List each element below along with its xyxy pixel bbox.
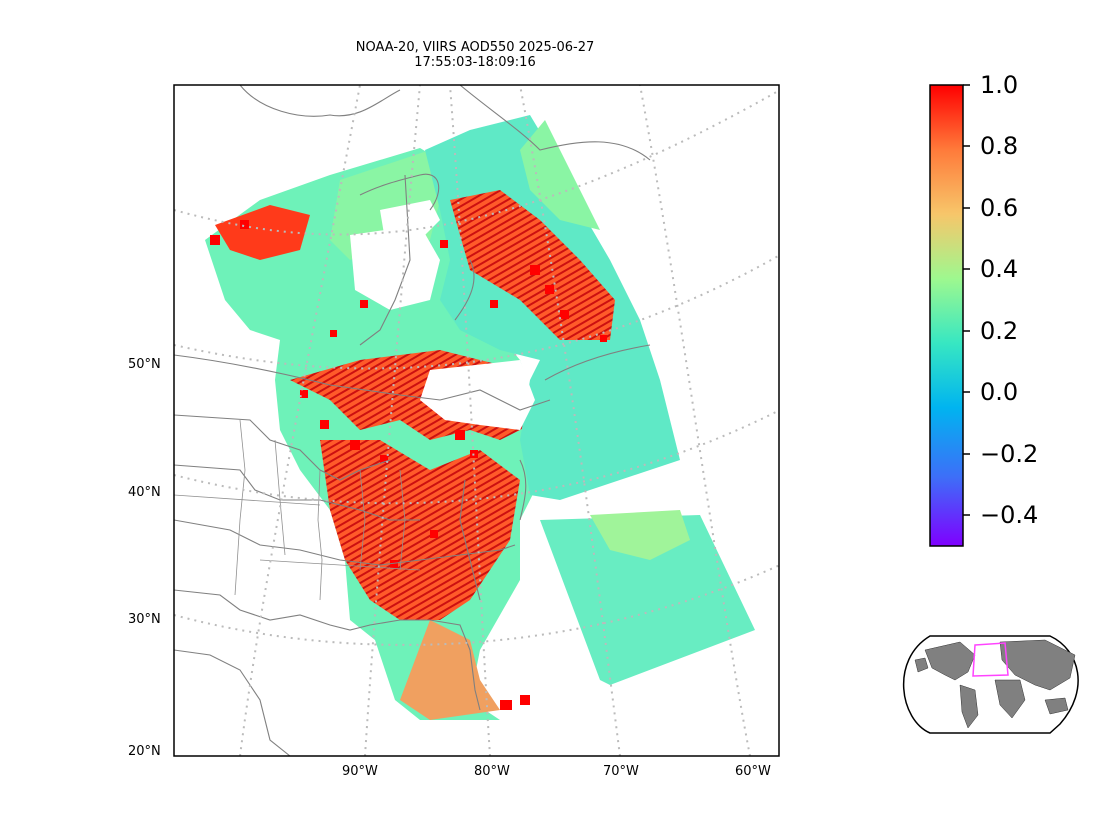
title-line-1: NOAA-20, VIIRS AOD550 2025-06-27	[355, 40, 595, 55]
colorbar-label-0.2: 0.2	[980, 317, 1019, 345]
title-line-2: 17:55:03-18:09:16	[414, 55, 536, 70]
lon-label-60w: 60°W	[735, 764, 771, 779]
colorbar-label-0.6: 0.6	[980, 194, 1019, 222]
colorbar-label-neg0.2: −0.2	[980, 440, 1039, 468]
state-borders	[174, 419, 421, 601]
colorbar-label-0.8: 0.8	[980, 132, 1019, 160]
colorbar-ticks	[963, 84, 970, 516]
plot-title: NOAA-20, VIIRS AOD550 2025-06-27 17:55:0…	[170, 40, 780, 70]
inset-globe	[903, 635, 1079, 734]
map-frame	[173, 84, 780, 757]
gridlines	[174, 85, 779, 756]
colorbar-label-0.4: 0.4	[980, 255, 1019, 283]
lat-label-30n: 30°N	[128, 612, 161, 627]
lat-label-50n: 50°N	[128, 357, 161, 372]
lat-label-40n: 40°N	[128, 485, 161, 500]
aod-hotspots	[210, 220, 607, 710]
coastlines	[174, 85, 651, 756]
no-data-gaps	[350, 200, 535, 430]
map-area	[174, 85, 779, 756]
lon-label-80w: 80°W	[474, 764, 510, 779]
lon-label-70w: 70°W	[603, 764, 639, 779]
lon-label-90w: 90°W	[342, 764, 378, 779]
colorbar-label-0.0: 0.0	[980, 378, 1019, 406]
colorbar-label-1.0: 1.0	[980, 71, 1019, 99]
lat-label-20n: 20°N	[128, 744, 161, 759]
colorbar	[929, 84, 964, 547]
colorbar-label-neg0.4: −0.4	[980, 501, 1039, 529]
aod-swath-east	[540, 510, 755, 685]
